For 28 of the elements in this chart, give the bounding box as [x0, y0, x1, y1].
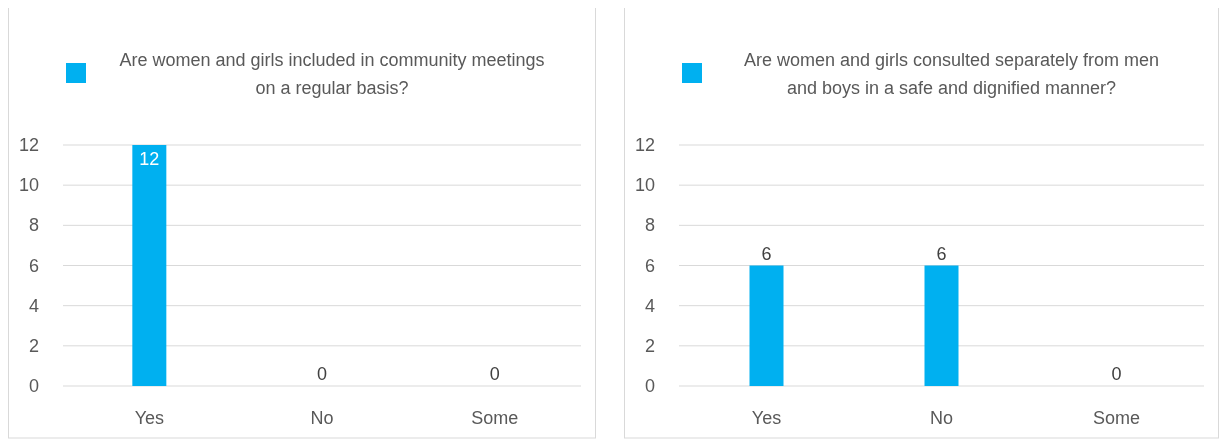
y-tick-label: 2 [644, 335, 655, 356]
legend-label: Are women and girls consulted separately from men and boys in a safe and dignified manner? [743, 50, 1160, 98]
x-tick-label: Some [471, 408, 519, 428]
y-tick-label: 12 [18, 135, 39, 155]
y-tick-label: 4 [28, 295, 39, 316]
data-label: 0 [316, 364, 328, 384]
y-tick-label: 0 [28, 376, 39, 396]
y-tick-label: 10 [18, 175, 39, 196]
y-tick-label: 6 [28, 255, 39, 276]
legend-label: Are women and girls included in community meetings on a regular basis? [119, 50, 545, 98]
y-tick-label: 2 [28, 335, 39, 356]
y-tick-label: 8 [644, 215, 655, 236]
y-tick-label: 12 [634, 135, 655, 155]
data-label: 6 [936, 243, 947, 264]
y-tick-label: 10 [634, 175, 655, 196]
data-label: 0 [1111, 364, 1122, 384]
x-tick-label: No [310, 408, 334, 428]
y-tick-label: 4 [644, 295, 655, 316]
x-tick-label: No [929, 408, 954, 428]
y-tick-label: 0 [644, 376, 655, 396]
y-tick-label: 8 [28, 215, 39, 236]
x-tick-label: Some [1092, 408, 1141, 428]
x-tick-label: Yes [134, 408, 165, 428]
y-tick-label: 6 [644, 255, 655, 276]
data-label: 6 [761, 243, 772, 264]
data-label: 0 [489, 364, 500, 384]
data-label: 12 [139, 149, 160, 169]
x-tick-label: Yes [751, 408, 782, 428]
